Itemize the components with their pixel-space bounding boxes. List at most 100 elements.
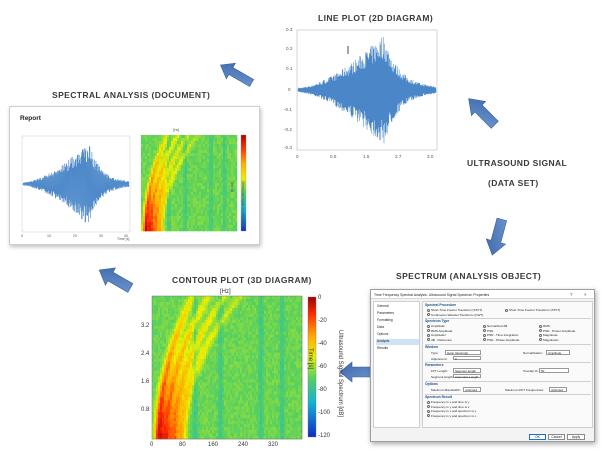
ok-button[interactable]: OK bbox=[529, 434, 546, 440]
report-x-label: Time [s] bbox=[117, 237, 130, 241]
contour-field bbox=[152, 296, 303, 440]
colorbar-label: Ultrasound Signal Spectrum [dB] bbox=[337, 330, 343, 418]
colorbar-tick: -80 bbox=[318, 387, 327, 393]
arrow-to-spectral-analysis bbox=[220, 62, 255, 87]
spectrum-type-option[interactable]: Normalized dB bbox=[483, 324, 507, 328]
spectrum-type-option[interactable]: Amplitude bbox=[427, 324, 445, 328]
contour-y-tick: 3.2 bbox=[141, 323, 150, 329]
radio-icon bbox=[427, 414, 430, 417]
nav-item-general[interactable]: General bbox=[377, 304, 389, 308]
arrow-to-spectrum bbox=[485, 217, 508, 256]
cancel-button[interactable]: Cancel bbox=[548, 434, 565, 440]
x-tick: 3.0 bbox=[427, 154, 434, 159]
report-x-tick: 10 bbox=[47, 234, 51, 238]
fft-length-label: FFT Length: bbox=[431, 369, 448, 373]
help-button[interactable]: ? bbox=[570, 291, 573, 297]
contour-plot-panel: [Hz] 3.2 2.4 1.6 0.8 0 80 160 240 320 0 … bbox=[138, 286, 348, 456]
radio-icon bbox=[427, 313, 430, 316]
y-tick: 0.3 bbox=[286, 27, 293, 32]
max-bandwidth-field[interactable]: unlimited bbox=[463, 387, 481, 392]
max-bandwidth-label: Maximum Bandwidth: bbox=[431, 388, 461, 392]
group-title: Spectral Procedure bbox=[425, 303, 457, 307]
x-tick: 2.7 bbox=[395, 154, 402, 159]
group-title: Spectrum Result bbox=[425, 395, 452, 399]
spectrum-type-option[interactable]: PSD - Phase Amplitude bbox=[483, 338, 519, 342]
spectrum-type-option[interactable]: PSD - Power Amplitude bbox=[539, 329, 575, 333]
y-tick: -0.3 bbox=[284, 145, 292, 150]
caption-contour-plot: CONTOUR PLOT (3D DIAGRAM) bbox=[172, 275, 312, 285]
result-option[interactable]: Frequency is y and time is x bbox=[427, 405, 469, 409]
result-option[interactable]: Frequency is x and spectrum is y bbox=[427, 409, 476, 413]
nav-item-data[interactable]: Data bbox=[377, 325, 384, 329]
overlap-field[interactable]: 50 bbox=[539, 368, 569, 373]
caption-ultrasound-signal: ULTRASOUND SIGNAL bbox=[467, 158, 568, 168]
window-adjust-field[interactable]: 0 bbox=[453, 355, 481, 360]
segment-length-select[interactable]: Automatic Length bbox=[453, 373, 481, 378]
procedure-option[interactable]: Continuous Wavelet Transform (CWT) bbox=[427, 313, 483, 317]
contour-x-tick: 0 bbox=[150, 442, 154, 448]
fft-length-select[interactable]: Segment length bbox=[453, 368, 481, 373]
spectrum-type-option[interactable]: Amplitude² bbox=[427, 333, 446, 337]
nav-item-formatting[interactable]: Formatting bbox=[377, 318, 393, 322]
line-plot-panel: 0.3 0.2 0.1 0 -0.1 -0.2 -0.3 0 0.5 1.5 2… bbox=[283, 24, 443, 164]
procedure-option[interactable]: Short-Time Fourier Transform (STFT) bbox=[427, 308, 482, 312]
arrow-to-report bbox=[98, 267, 134, 293]
report-x-tick: 30 bbox=[99, 234, 103, 238]
spectrum-type-option[interactable]: PSD bbox=[483, 329, 493, 333]
report-line-plot: 0 10 20 30 40 bbox=[14, 132, 134, 240]
procedure-option[interactable]: Short-Time Fourier Transform (STFT) bbox=[505, 308, 560, 312]
contour-y-tick: 2.4 bbox=[141, 351, 150, 357]
spectrum-type-option[interactable]: Magnitude² bbox=[539, 338, 558, 342]
colorbar-tick: -20 bbox=[318, 318, 327, 324]
nav-item-options[interactable]: Options bbox=[377, 332, 389, 336]
colorbar-tick: -100 bbox=[318, 410, 331, 416]
radio-icon bbox=[483, 338, 486, 341]
max-dft-field[interactable]: unlimited bbox=[549, 387, 567, 392]
y-tick: -0.2 bbox=[284, 127, 292, 132]
colorbar-tick: 0 bbox=[318, 295, 322, 301]
y-tick: 0.1 bbox=[286, 66, 293, 71]
contour-x-tick: 160 bbox=[208, 442, 219, 448]
spectrum-type-option[interactable]: Magnitude bbox=[539, 333, 557, 337]
radio-icon bbox=[539, 338, 542, 341]
overlap-label: Overlap %: bbox=[523, 369, 539, 373]
nav-item-results[interactable]: Results bbox=[377, 346, 388, 350]
report-x-tick: 20 bbox=[73, 234, 77, 238]
radio-icon bbox=[483, 329, 486, 332]
radio-icon bbox=[539, 329, 542, 332]
colorbar-tick: -60 bbox=[318, 364, 327, 370]
window-type-select[interactable]: Hann (Hanning) bbox=[445, 350, 481, 355]
apply-button[interactable]: Apply bbox=[567, 434, 585, 440]
contour-x-tick: 80 bbox=[179, 442, 186, 448]
nav-item-analysis[interactable]: Analysis bbox=[376, 339, 419, 345]
report-x-tick: 0 bbox=[21, 234, 23, 238]
contour-x-tick: 320 bbox=[268, 442, 279, 448]
spectrum-type-option[interactable]: RMS bbox=[539, 324, 550, 328]
spectrum-type-option[interactable]: PSD - Time Integration bbox=[483, 333, 518, 337]
report-colorbar-label: Ultrasound Signal Spectrum [dB] bbox=[241, 181, 245, 228]
normalization-select[interactable]: Amplitude bbox=[546, 350, 570, 355]
spectrum-properties-dialog: Time Frequency Spectral Analysis: Ultras… bbox=[370, 289, 595, 442]
radio-icon bbox=[427, 333, 430, 337]
window-adjust-label: Adjustment: bbox=[431, 356, 448, 361]
normalization-label: Normalization: bbox=[523, 351, 543, 355]
group-title: Window bbox=[425, 345, 438, 349]
contour-title: [Hz] bbox=[220, 289, 231, 295]
spectrum-type-option[interactable]: dB - Reference bbox=[427, 338, 452, 342]
contour-y-tick: 1.6 bbox=[141, 379, 150, 385]
close-button[interactable]: × bbox=[584, 291, 587, 297]
radio-icon bbox=[505, 308, 508, 312]
radio-icon bbox=[427, 338, 430, 341]
group-title: Parameters bbox=[425, 363, 444, 367]
result-option[interactable]: Frequency is x and time is y bbox=[427, 400, 469, 404]
segment-length-label: Segment length: bbox=[431, 374, 454, 379]
nav-item-parameters[interactable]: Parameters bbox=[377, 311, 395, 315]
max-dft-label: Maximum DFT Frequencies: bbox=[505, 388, 544, 392]
y-tick: 0 bbox=[288, 87, 291, 92]
report-time-label: Time [s] bbox=[230, 181, 234, 193]
report-title: Report bbox=[20, 115, 41, 122]
result-option[interactable]: Frequency is y and spectrum is x bbox=[427, 414, 476, 418]
caption-spectral-analysis: SPECTRAL ANALYSIS (DOCUMENT) bbox=[52, 90, 211, 100]
spectrum-type-option[interactable]: RMS Amplitude bbox=[427, 329, 452, 333]
